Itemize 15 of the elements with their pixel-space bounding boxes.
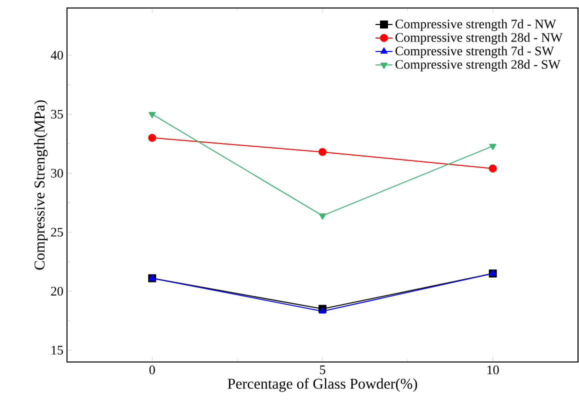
- legend-label: Compressive strength 7d - NW: [396, 19, 556, 32]
- legend-label: Compressive strength 28d - NW: [396, 32, 563, 45]
- y-tick-label: 40: [50, 50, 63, 60]
- legend-label: Compressive strength 7d - SW: [396, 46, 554, 58]
- y-tick-label: 25: [51, 228, 63, 237]
- x-tick-label: 10: [488, 366, 499, 374]
- x-tick-label: 5: [320, 366, 326, 374]
- y-tick-label: 15: [52, 346, 63, 355]
- legend-label: Compressive strength 28d - SW: [396, 60, 560, 72]
- y-axis-title: Compressive Strength(MPa): [34, 100, 48, 270]
- x-tick-label: 0: [149, 366, 155, 374]
- y-tick-label: 30: [51, 168, 63, 178]
- y-tick-label: 20: [51, 286, 63, 296]
- y-tick-label: 35: [51, 110, 63, 119]
- x-axis-title: Percentage of Glass Powder(%): [228, 378, 418, 392]
